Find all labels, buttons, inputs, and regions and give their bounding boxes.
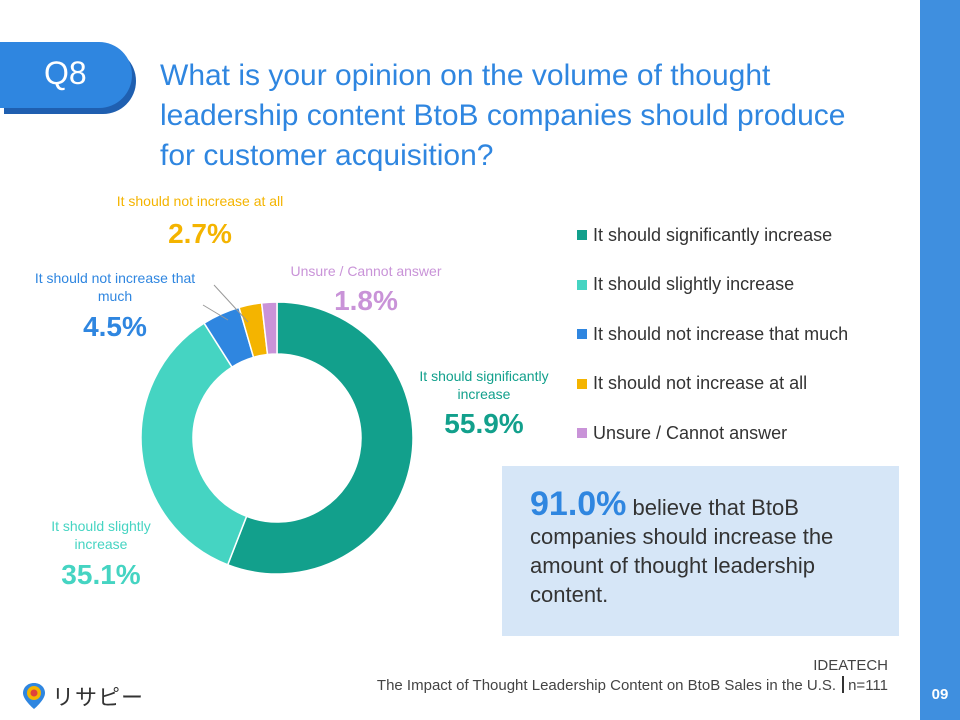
legend-label-significantly: It should significantly increase (593, 224, 833, 245)
source-line: The Impact of Thought Leadership Content… (377, 676, 888, 696)
slice-unsure (260, 301, 278, 356)
source-title: The Impact of Thought Leadership Content… (376, 677, 837, 694)
slice-slightly (140, 322, 248, 566)
legend-label-not-much: It should not increase that much (593, 323, 849, 344)
source-note: IDEATECH The Impact of Thought Leadershi… (377, 656, 888, 696)
legend-swatch-not-much (577, 329, 587, 339)
summary-callout: 91.0% believe that BtoB companies should… (502, 466, 899, 636)
slice-label-unsure-1: Unsure / Cannot answer (291, 263, 442, 279)
question-badge: Q8 (0, 42, 132, 108)
legend-item-unsure: Unsure / Cannot answer (577, 421, 848, 445)
question-number: Q8 (44, 55, 87, 91)
brand-logo: リサピー (22, 680, 144, 712)
question-title: What is your opinion on the volume of th… (160, 59, 846, 172)
value-label-unsure: 1.8% (334, 285, 398, 316)
location-pin-icon (23, 683, 45, 709)
legend-label-slightly: It should slightly increase (593, 274, 795, 294)
brand-name: リサピー (52, 685, 145, 710)
slice-label-not-much-2: much (98, 288, 132, 304)
legend-swatch-unsure (577, 428, 587, 438)
legend-item-slightly: It should slightly increase (577, 273, 848, 297)
legend-label-unsure: Unsure / Cannot answer (593, 422, 788, 443)
source-separator (842, 676, 845, 693)
source-n: n=111 (848, 677, 888, 694)
page-number: 09 (931, 686, 949, 703)
legend-item-significantly: It should significantly increase (577, 223, 848, 247)
slice-label-significantly-1: It should significantly (419, 368, 548, 384)
value-label-not-at-all: 2.7% (168, 218, 232, 249)
legend-item-not-at-all: It should not increase at all (577, 372, 848, 396)
legend-swatch-slightly (577, 279, 587, 290)
leader-line-not-much (202, 304, 229, 321)
slice-label-slightly-1: It should slightly (51, 518, 151, 534)
legend-item-not-much: It should not increase that much (577, 322, 848, 346)
slice-label-not-much-1: It should not increase that (35, 270, 195, 286)
slice-label-slightly-2: increase (75, 536, 128, 552)
value-label-not-much: 4.5% (83, 311, 147, 342)
chart-legend: It should significantly increase It shoul… (577, 223, 848, 471)
value-label-significantly: 55.9% (444, 408, 523, 439)
callout-body: believe that BtoB companies should incre… (530, 495, 834, 607)
slice-label-not-at-all-1: It should not increase at all (117, 193, 284, 209)
leader-line-not-at-all (213, 284, 249, 323)
slice-label-significantly-2: increase (458, 386, 511, 402)
callout-text: 91.0% believe that BtoB companies should… (530, 487, 880, 609)
side-accent-bar (920, 0, 960, 720)
legend-swatch-not-at-all (577, 378, 587, 389)
legend-label-not-at-all: It should not increase at all (593, 373, 808, 393)
slice-significantly (226, 301, 414, 575)
legend-swatch-significantly (577, 230, 587, 240)
source-org: IDEATECH (813, 657, 888, 674)
callout-highlight: 91.0% (530, 485, 627, 523)
value-label-slightly: 35.1% (61, 559, 140, 590)
